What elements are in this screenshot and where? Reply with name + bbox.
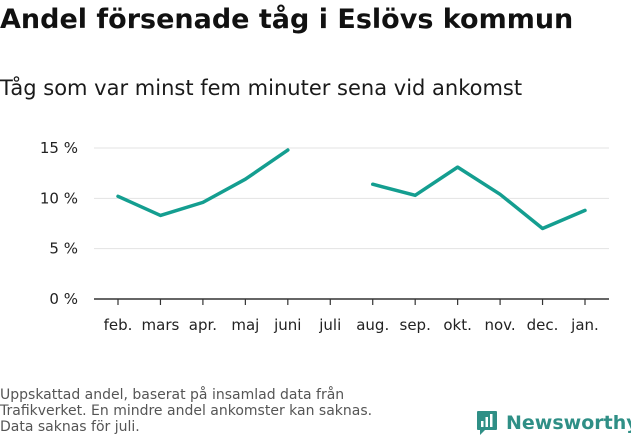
y-tick-label: 5 %: [49, 240, 78, 258]
x-tick-label: jan.: [570, 316, 599, 334]
x-tick-label: juni: [273, 316, 301, 334]
newsworthy-logo-icon: [477, 411, 497, 435]
y-tick-label: 0 %: [49, 290, 78, 308]
x-tick-label: maj: [231, 316, 259, 334]
x-tick-label: mars: [142, 316, 180, 334]
y-tick-label: 15 %: [40, 139, 78, 157]
x-tick-label: dec.: [527, 316, 559, 334]
x-tick-label: sep.: [400, 316, 431, 334]
brand-name: Newsworthy: [506, 412, 631, 434]
line-chart: 0 % 5 % 10 % 15 % feb. mars apr. maj juni juli au…: [40, 139, 609, 334]
source-line: Uppskattad andel, baserat på insamlad da…: [0, 387, 345, 403]
chart-title: Andel försenade tåg i Eslövs kommun: [0, 4, 574, 35]
x-tick-label: nov.: [485, 316, 516, 334]
gridlines: [94, 147, 609, 250]
series-line: [116, 148, 290, 218]
source-note: Uppskattad andel, baserat på insamlad da…: [0, 387, 440, 435]
y-axis-labels: 0 % 5 % 10 % 15 %: [40, 139, 78, 308]
x-tick-label: feb.: [104, 316, 133, 334]
series-layer: [116, 148, 587, 231]
chart-subtitle: Tåg som var minst fem minuter sena vid a…: [0, 76, 523, 100]
x-axis-labels: feb. mars apr. maj juni juli aug. sep. okt. nov. d…: [104, 316, 599, 334]
x-tick-label: aug.: [356, 316, 389, 334]
x-tick-label: juli: [318, 316, 341, 334]
source-line: Data saknas för juli.: [0, 419, 140, 435]
x-tick-label: okt.: [443, 316, 472, 334]
brand-logo: Newsworthy: [476, 408, 631, 438]
y-tick-label: 10 %: [40, 189, 78, 207]
series-line: [370, 165, 587, 231]
x-axis: [94, 298, 609, 305]
x-tick-label: apr.: [189, 316, 217, 334]
source-line: Trafikverket. En mindre andel ankomster …: [0, 403, 373, 419]
